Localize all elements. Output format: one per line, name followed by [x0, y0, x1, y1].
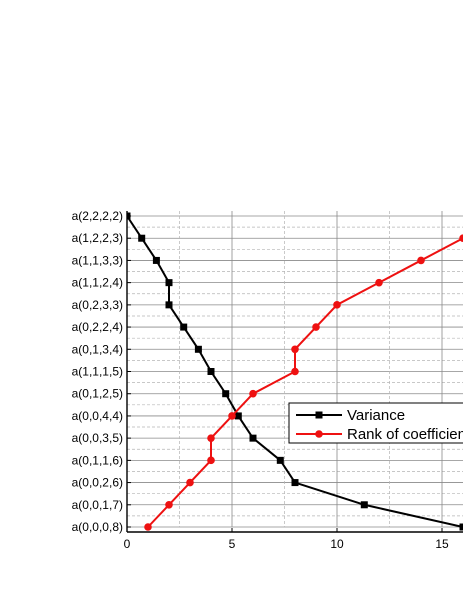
grid	[127, 211, 463, 528]
data-point	[234, 412, 242, 420]
data-point	[333, 301, 341, 309]
data-point	[127, 212, 131, 220]
y-tick-label: a(0,1,1,6)	[72, 453, 123, 467]
data-point	[165, 279, 173, 287]
data-point	[194, 345, 202, 353]
legend-label: Variance	[347, 407, 405, 424]
data-point	[222, 390, 230, 398]
data-point	[417, 256, 425, 265]
data-point	[291, 367, 299, 376]
y-tick-label: a(0,1,2,5)	[72, 387, 123, 401]
data-point	[360, 501, 368, 509]
data-point	[291, 479, 299, 487]
y-tick-label: a(1,2,2,3)	[72, 231, 123, 245]
data-point	[207, 368, 215, 375]
y-tick-label: a(0,0,2,6)	[72, 476, 123, 490]
y-tick-label: a(1,1,1,5)	[72, 365, 123, 379]
data-point	[312, 323, 320, 331]
y-tick-label: a(0,1,3,4)	[72, 342, 123, 356]
y-tick-label: a(0,2,3,3)	[72, 298, 123, 312]
data-point	[186, 478, 194, 487]
y-tick-label: a(0,0,0,8)	[72, 520, 123, 534]
x-tick-labels: 0 5 10 15	[124, 537, 449, 551]
y-tick-label: a(1,1,3,3)	[72, 253, 123, 267]
data-point	[180, 323, 188, 331]
data-point	[138, 234, 146, 242]
data-point	[144, 523, 152, 531]
y-tick-label: a(1,1,2,4)	[72, 276, 123, 290]
x-tick-label: 15	[435, 537, 449, 551]
data-point	[249, 389, 257, 398]
x-tick-label: 0	[124, 537, 131, 551]
y-tick-labels: a(0,0,0,8) a(0,0,1,7) a(0,0,2,6) a(0,1,1,6)…	[72, 209, 123, 534]
y-tick-label: a(0,2,2,4)	[72, 320, 123, 334]
y-tick-label: a(0,0,3,5)	[72, 431, 123, 445]
data-point	[291, 345, 299, 354]
legend-marker	[315, 411, 323, 419]
data-point	[207, 456, 215, 465]
x-tick-label: 5	[229, 537, 236, 551]
data-point	[459, 523, 463, 531]
data-point	[375, 278, 383, 287]
data-point	[152, 256, 160, 264]
data-point	[228, 412, 236, 420]
y-tick-label: a(0,0,1,7)	[72, 498, 123, 512]
data-point	[276, 456, 284, 464]
data-point	[207, 434, 215, 442]
legend: Variance Rank of coefficients	[288, 402, 463, 444]
y-tick-label: a(0,0,4,4)	[72, 409, 123, 423]
legend-label: Rank of coefficients	[347, 426, 463, 443]
data-point	[249, 434, 257, 442]
data-point	[459, 234, 463, 243]
legend-marker	[315, 430, 323, 438]
series-line-1	[147, 237, 463, 528]
data-point	[165, 301, 173, 309]
series-layer	[127, 212, 463, 531]
x-tick-label: 10	[330, 537, 344, 551]
data-point	[165, 500, 173, 509]
y-tick-label: a(2,2,2,2)	[72, 209, 123, 223]
